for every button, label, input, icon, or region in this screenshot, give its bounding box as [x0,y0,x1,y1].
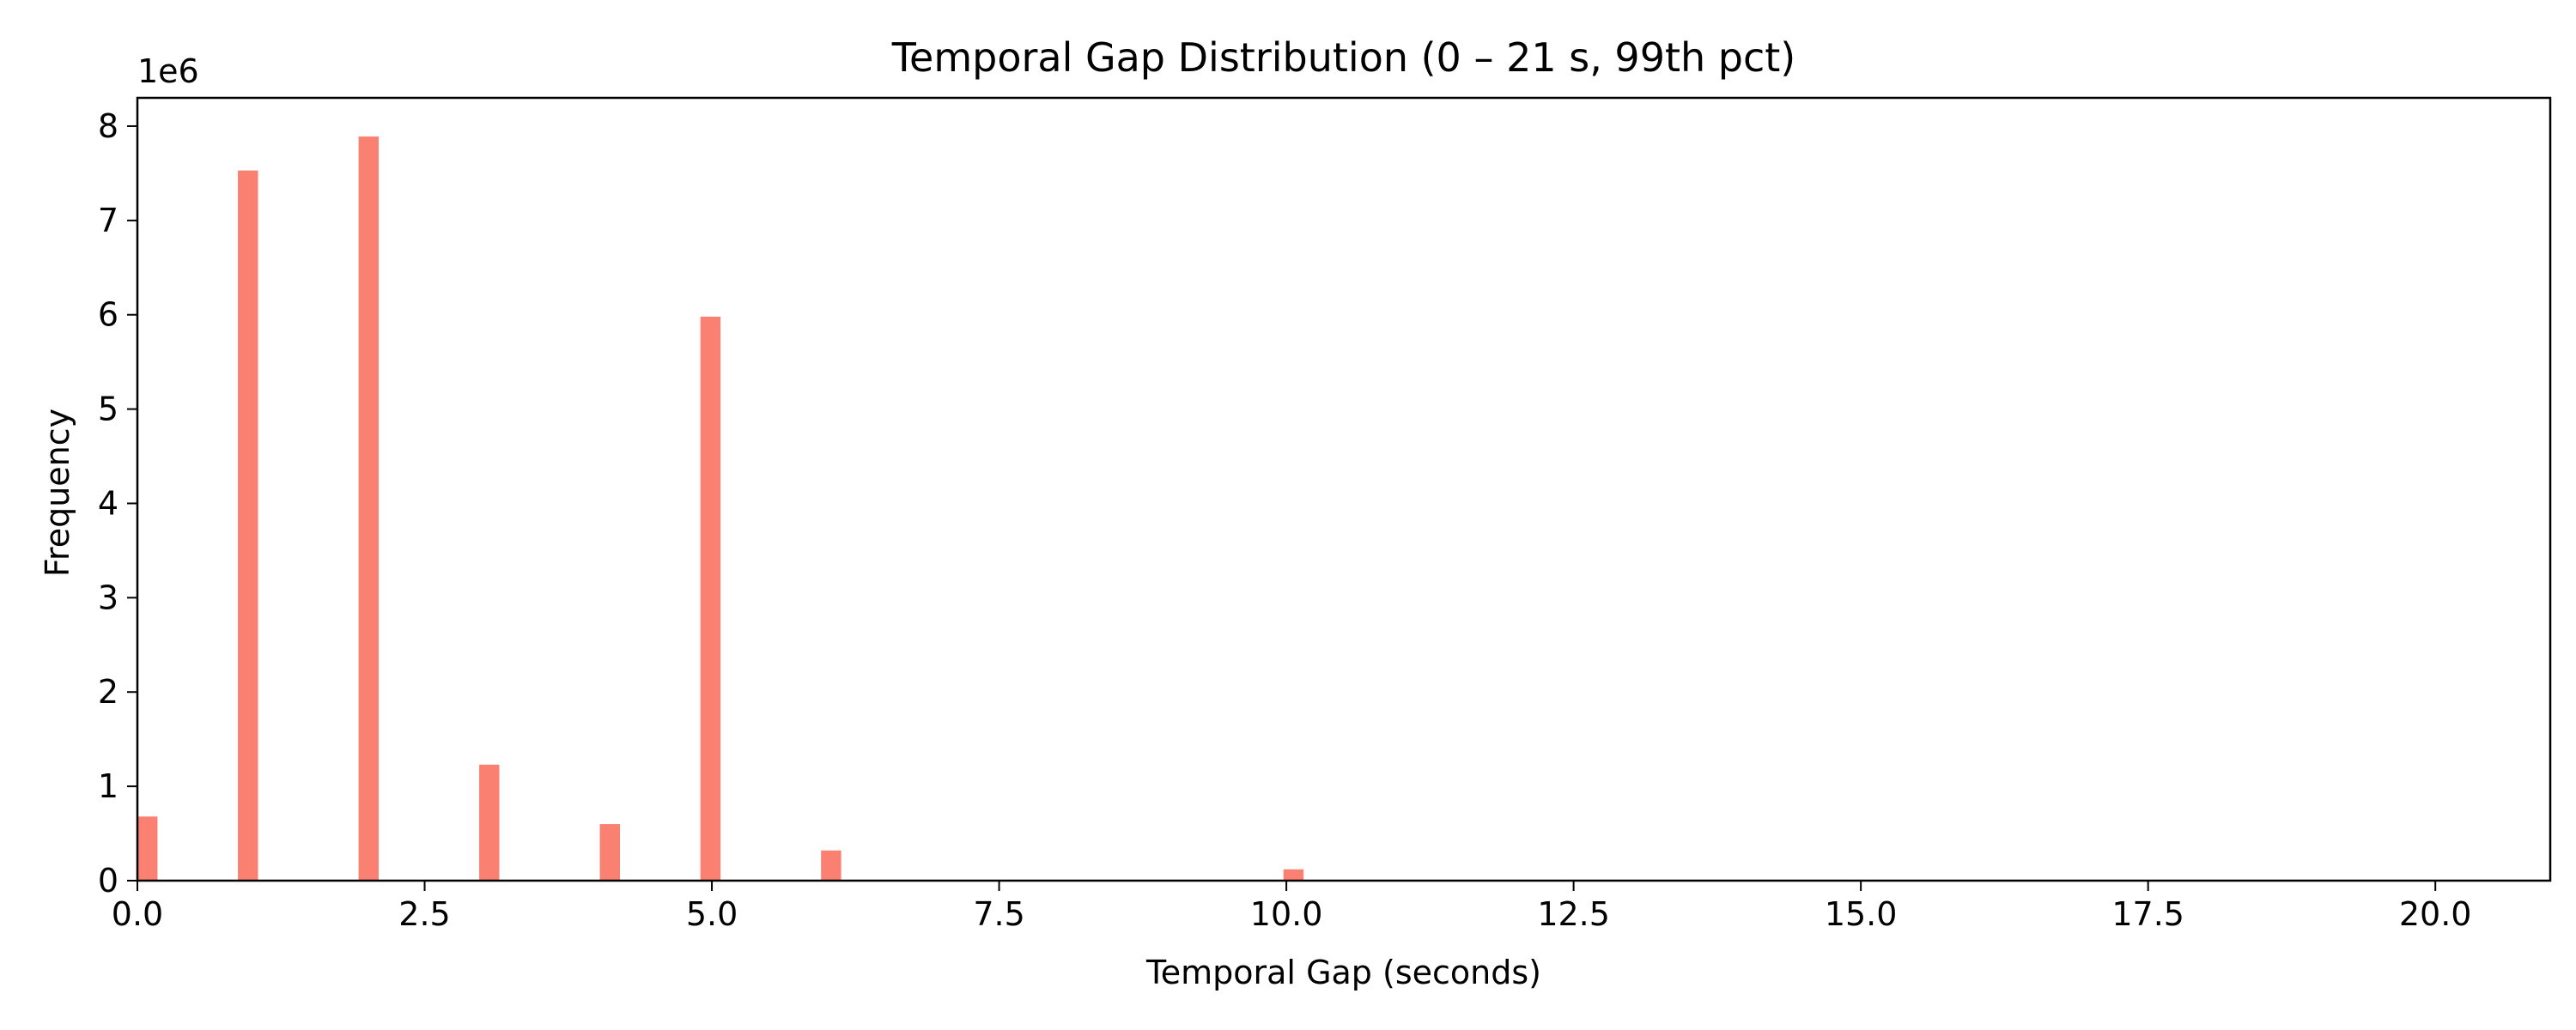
y-offset-label: 1e6 [137,52,199,90]
x-axis-label: Temporal Gap (seconds) [1145,954,1541,991]
histogram-bar-5 [700,316,721,881]
histogram-bar-6 [821,850,841,881]
y-tick-label: 8 [98,107,118,145]
y-tick-label: 3 [98,579,118,616]
x-tick-label: 10.0 [1250,895,1323,933]
plot-frame [136,96,2552,882]
x-tick-label: 20.0 [2399,895,2472,933]
histogram-bar-2 [358,136,379,882]
chart-title: Temporal Gap Distribution (0 – 21 s, 99t… [891,34,1796,81]
x-tick-label: 0.0 [112,895,163,933]
bars-layer [137,136,1304,882]
y-axis-label: Frequency [39,409,76,577]
histogram-bar-1 [238,170,258,882]
y-tick-label: 7 [98,202,118,239]
y-tick-label: 4 [98,484,118,522]
x-tick-label: 2.5 [398,895,450,933]
x-tick-label: 12.5 [1537,895,1610,933]
x-tick-label: 15.0 [1825,895,1898,933]
histogram-bar-3 [479,764,500,881]
y-tick-label: 5 [98,391,118,428]
histogram-bar-0 [137,816,158,881]
x-tick-label: 5.0 [686,895,738,933]
y-tick-label: 0 [98,862,118,900]
y-tick-label: 2 [98,673,118,711]
histogram-bar-7 [1283,869,1304,881]
x-tick-label: 17.5 [2111,895,2184,933]
ticks-layer: 0.0 2.5 5.0 7.5 10.0 12.5 15.0 17.5 20.0 0 1 2 3 4 5 6 7… [98,107,2472,933]
y-tick-label: 6 [98,296,118,334]
y-tick-label: 1 [98,767,118,805]
histogram-bar-4 [599,824,620,881]
x-tick-label: 7.5 [973,895,1024,933]
